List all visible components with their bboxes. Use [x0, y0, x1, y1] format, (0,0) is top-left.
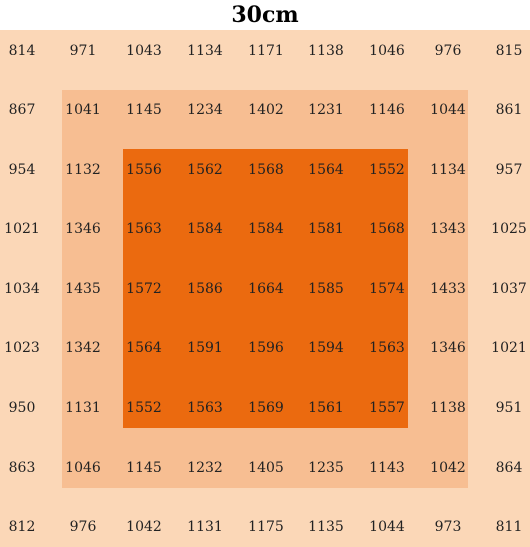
- grid-cell: 1342: [65, 340, 101, 356]
- grid-cell: 954: [8, 162, 36, 178]
- grid-cell: 1134: [187, 43, 223, 59]
- grid-cell: 1557: [369, 400, 405, 416]
- grid-cell: 863: [8, 460, 36, 476]
- grid-cell: 1402: [248, 102, 284, 118]
- grid-cell: 1586: [187, 281, 223, 297]
- grid-cell: 1433: [430, 281, 466, 297]
- grid-cell: 1131: [65, 400, 101, 416]
- grid-cell: 1563: [369, 340, 405, 356]
- chart-title: 30cm: [231, 2, 299, 28]
- grid-cell: 1584: [187, 221, 223, 237]
- grid-cell: 812: [8, 519, 36, 535]
- grid-cell: 1175: [248, 519, 284, 535]
- grid-cell: 1232: [187, 460, 223, 476]
- grid-cell: 957: [495, 162, 523, 178]
- grid-cell: 1564: [308, 162, 344, 178]
- grid-cell: 1044: [369, 519, 405, 535]
- grid-cell: 950: [8, 400, 36, 416]
- grid-cell: 864: [495, 460, 523, 476]
- grid-cell: 1037: [491, 281, 527, 297]
- grid-cell: 971: [69, 43, 97, 59]
- grid-cell: 1041: [65, 102, 101, 118]
- grid-cell: 1561: [308, 400, 344, 416]
- grid-cell: 1346: [65, 221, 101, 237]
- grid-cell: 1569: [248, 400, 284, 416]
- grid-cell: 1046: [369, 43, 405, 59]
- grid-cell: 1132: [65, 162, 101, 178]
- grid-cell: 1664: [248, 281, 284, 297]
- inner-zone: [123, 149, 408, 428]
- grid-cell: 1435: [65, 281, 101, 297]
- grid-cell: 1596: [248, 340, 284, 356]
- grid-cell: 1581: [308, 221, 344, 237]
- grid-cell: 1146: [369, 102, 405, 118]
- grid-cell: 1562: [187, 162, 223, 178]
- grid-cell: 1594: [308, 340, 344, 356]
- grid-cell: 861: [495, 102, 523, 118]
- grid-cell: 1145: [126, 102, 162, 118]
- grid-cell: 1563: [126, 221, 162, 237]
- grid-cell: 1034: [4, 281, 40, 297]
- grid-cell: 1564: [126, 340, 162, 356]
- grid-cell: 1145: [126, 460, 162, 476]
- grid-cell: 1584: [248, 221, 284, 237]
- grid-cell: 811: [495, 519, 523, 535]
- grid-cell: 814: [8, 43, 36, 59]
- grid-cell: 1552: [369, 162, 405, 178]
- grid-cell: 1231: [308, 102, 344, 118]
- grid-cell: 867: [8, 102, 36, 118]
- grid-cell: 1572: [126, 281, 162, 297]
- grid-cell: 1131: [187, 519, 223, 535]
- grid-cell: 1568: [369, 221, 405, 237]
- grid-cell: 1042: [126, 519, 162, 535]
- grid-cell: 1134: [430, 162, 466, 178]
- grid-cell: 1042: [430, 460, 466, 476]
- grid-cell: 1568: [248, 162, 284, 178]
- grid-cell: 976: [69, 519, 97, 535]
- grid-cell: 1343: [430, 221, 466, 237]
- grid-cell: 1585: [308, 281, 344, 297]
- grid-cell: 1046: [65, 460, 101, 476]
- grid-cell: 1346: [430, 340, 466, 356]
- grid-cell: 1138: [308, 43, 344, 59]
- grid-cell: 1021: [491, 340, 527, 356]
- grid-cell: 976: [434, 43, 462, 59]
- grid-cell: 1574: [369, 281, 405, 297]
- grid-cell: 1138: [430, 400, 466, 416]
- grid-cell: 815: [495, 43, 523, 59]
- grid-cell: 1563: [187, 400, 223, 416]
- grid-cell: 1043: [126, 43, 162, 59]
- grid-cell: 1552: [126, 400, 162, 416]
- grid-cell: 1023: [4, 340, 40, 356]
- grid-cell: 973: [434, 519, 462, 535]
- grid-cell: 1021: [4, 221, 40, 237]
- grid-cell: 951: [495, 400, 523, 416]
- grid-cell: 1025: [491, 221, 527, 237]
- grid-cell: 1044: [430, 102, 466, 118]
- grid-cell: 1135: [308, 519, 344, 535]
- grid-cell: 1405: [248, 460, 284, 476]
- grid-cell: 1234: [187, 102, 223, 118]
- grid-cell: 1143: [369, 460, 405, 476]
- grid-cell: 1171: [248, 43, 284, 59]
- grid-cell: 1556: [126, 162, 162, 178]
- value-grid: 814 971 1043 1134 1171 1138 1046 976 815 867 1041 1…: [0, 30, 530, 547]
- grid-cell: 1235: [308, 460, 344, 476]
- grid-cell: 1591: [187, 340, 223, 356]
